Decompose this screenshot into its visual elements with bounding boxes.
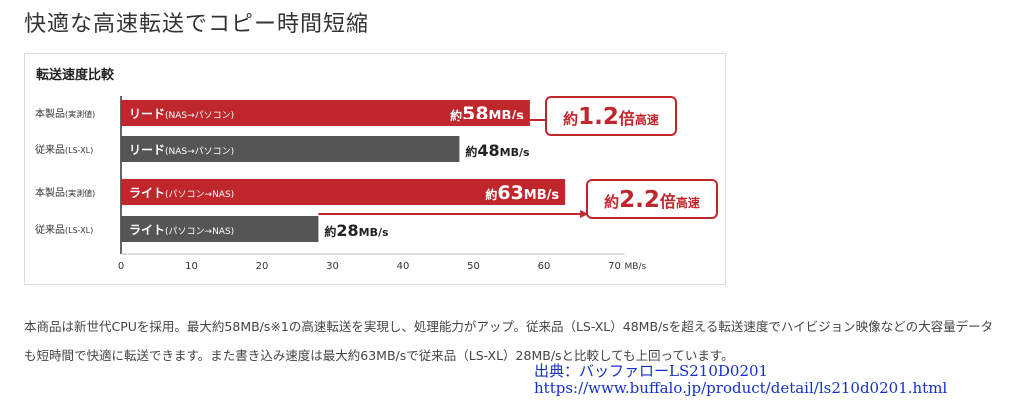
value-prefix-1: 約 xyxy=(465,144,477,159)
bar-label-1: リード(NAS→パソコン) xyxy=(129,143,234,157)
value-prefix-0: 約 xyxy=(450,108,462,123)
row-label-main-0: 本製品 xyxy=(35,107,65,120)
bar-label-3: ライト(パソコン→NAS) xyxy=(129,223,234,237)
callout-suffix-0: 倍 xyxy=(619,109,635,128)
description-text: 本商品は新世代CPUを採用。最大約58MB/s※1の高速転送を実現し、処理能力が… xyxy=(24,319,994,363)
bar-2 xyxy=(121,179,566,205)
row-label-main-2: 本製品 xyxy=(35,186,65,199)
value-number-1: 48 xyxy=(477,141,499,160)
bar-3 xyxy=(121,216,319,242)
x-tick-label-1: 10 xyxy=(185,261,198,272)
bar-0 xyxy=(121,100,530,126)
callout-text-0: 約1.2倍高速 xyxy=(563,104,659,130)
bar-1 xyxy=(121,136,460,162)
row-label-1: 従来品(LS-XL) xyxy=(35,143,93,156)
row-label-0: 本製品(実測値) xyxy=(35,107,95,120)
x-axis-unit: MB/s xyxy=(625,262,647,272)
bar-label-main-1: リード xyxy=(129,143,165,157)
value-label-3: 約28MB/s xyxy=(324,221,389,240)
x-tick-label-2: 20 xyxy=(256,261,269,272)
bar-label-main-2: ライト xyxy=(129,186,165,200)
value-number-2: 63 xyxy=(497,182,523,204)
bar-label-sub-3: (パソコン→NAS) xyxy=(165,226,234,237)
callout-suffix-1: 倍 xyxy=(660,192,676,211)
value-prefix-2: 約 xyxy=(485,187,497,202)
x-tick-label-7: 70 xyxy=(608,261,621,272)
row-label-2: 本製品(実測値) xyxy=(35,186,95,199)
value-prefix-3: 約 xyxy=(324,224,336,239)
value-label-1: 約48MB/s xyxy=(465,141,530,160)
callout-text-1: 約2.2倍高速 xyxy=(604,187,700,213)
chart-panel: 転送速度比較 本製品(実測値) リード(NAS→パソコン) 約58MB/s 従来品(L… xyxy=(24,53,726,285)
page-heading: 快適な高速転送でコピー時間短縮 xyxy=(24,12,370,37)
value-number-3: 28 xyxy=(336,221,358,240)
row-label-main-3: 従来品 xyxy=(35,223,65,236)
source-title: 出典：バッファローLS210D0201 xyxy=(534,362,769,380)
x-tick-label-3: 30 xyxy=(326,261,339,272)
row-label-3: 従来品(LS-XL) xyxy=(35,223,93,236)
chart-title: 転送速度比較 xyxy=(36,68,115,83)
callout-box-1 xyxy=(586,179,718,219)
row-label-sub-1: (LS-XL) xyxy=(65,146,93,155)
callout-box-0 xyxy=(545,96,677,136)
x-tick-label-0: 0 xyxy=(118,261,124,272)
value-unit-0: MB/s xyxy=(489,109,525,124)
callout-number-0: 1.2 xyxy=(578,104,619,130)
callout-tail-1: 高速 xyxy=(676,195,700,210)
callout-prefix-1: 約 xyxy=(604,193,619,211)
bar-label-sub-0: (NAS→パソコン) xyxy=(165,110,234,121)
row-label-sub-3: (LS-XL) xyxy=(65,226,93,235)
callout-tail-0: 高速 xyxy=(635,112,659,127)
bar-label-sub-1: (NAS→パソコン) xyxy=(165,146,234,157)
bar-label-0: リード(NAS→パソコン) xyxy=(129,107,234,121)
value-label-2: 約63MB/s xyxy=(485,182,559,204)
bar-label-main-3: ライト xyxy=(129,223,165,237)
value-number-0: 58 xyxy=(462,103,488,125)
callout-number-1: 2.2 xyxy=(619,187,660,213)
value-unit-3: MB/s xyxy=(359,226,389,239)
x-tick-label-5: 50 xyxy=(467,261,480,272)
bar-label-sub-2: (パソコン→NAS) xyxy=(165,189,234,200)
value-unit-2: MB/s xyxy=(524,188,560,203)
source-credit: 出典：バッファローLS210D0201 https://www.buffalo.… xyxy=(534,363,947,397)
row-label-sub-2: (実測値) xyxy=(65,188,95,198)
bar-label-main-0: リード xyxy=(129,107,165,121)
value-unit-1: MB/s xyxy=(500,146,530,159)
row-label-sub-0: (実測値) xyxy=(65,109,95,119)
bar-label-2: ライト(パソコン→NAS) xyxy=(129,186,234,200)
row-label-main-1: 従来品 xyxy=(35,143,65,156)
x-tick-label-6: 60 xyxy=(538,261,551,272)
callout-prefix-0: 約 xyxy=(563,110,578,128)
source-url[interactable]: https://www.buffalo.jp/product/detail/ls… xyxy=(534,379,948,397)
x-tick-label-4: 40 xyxy=(397,261,410,272)
